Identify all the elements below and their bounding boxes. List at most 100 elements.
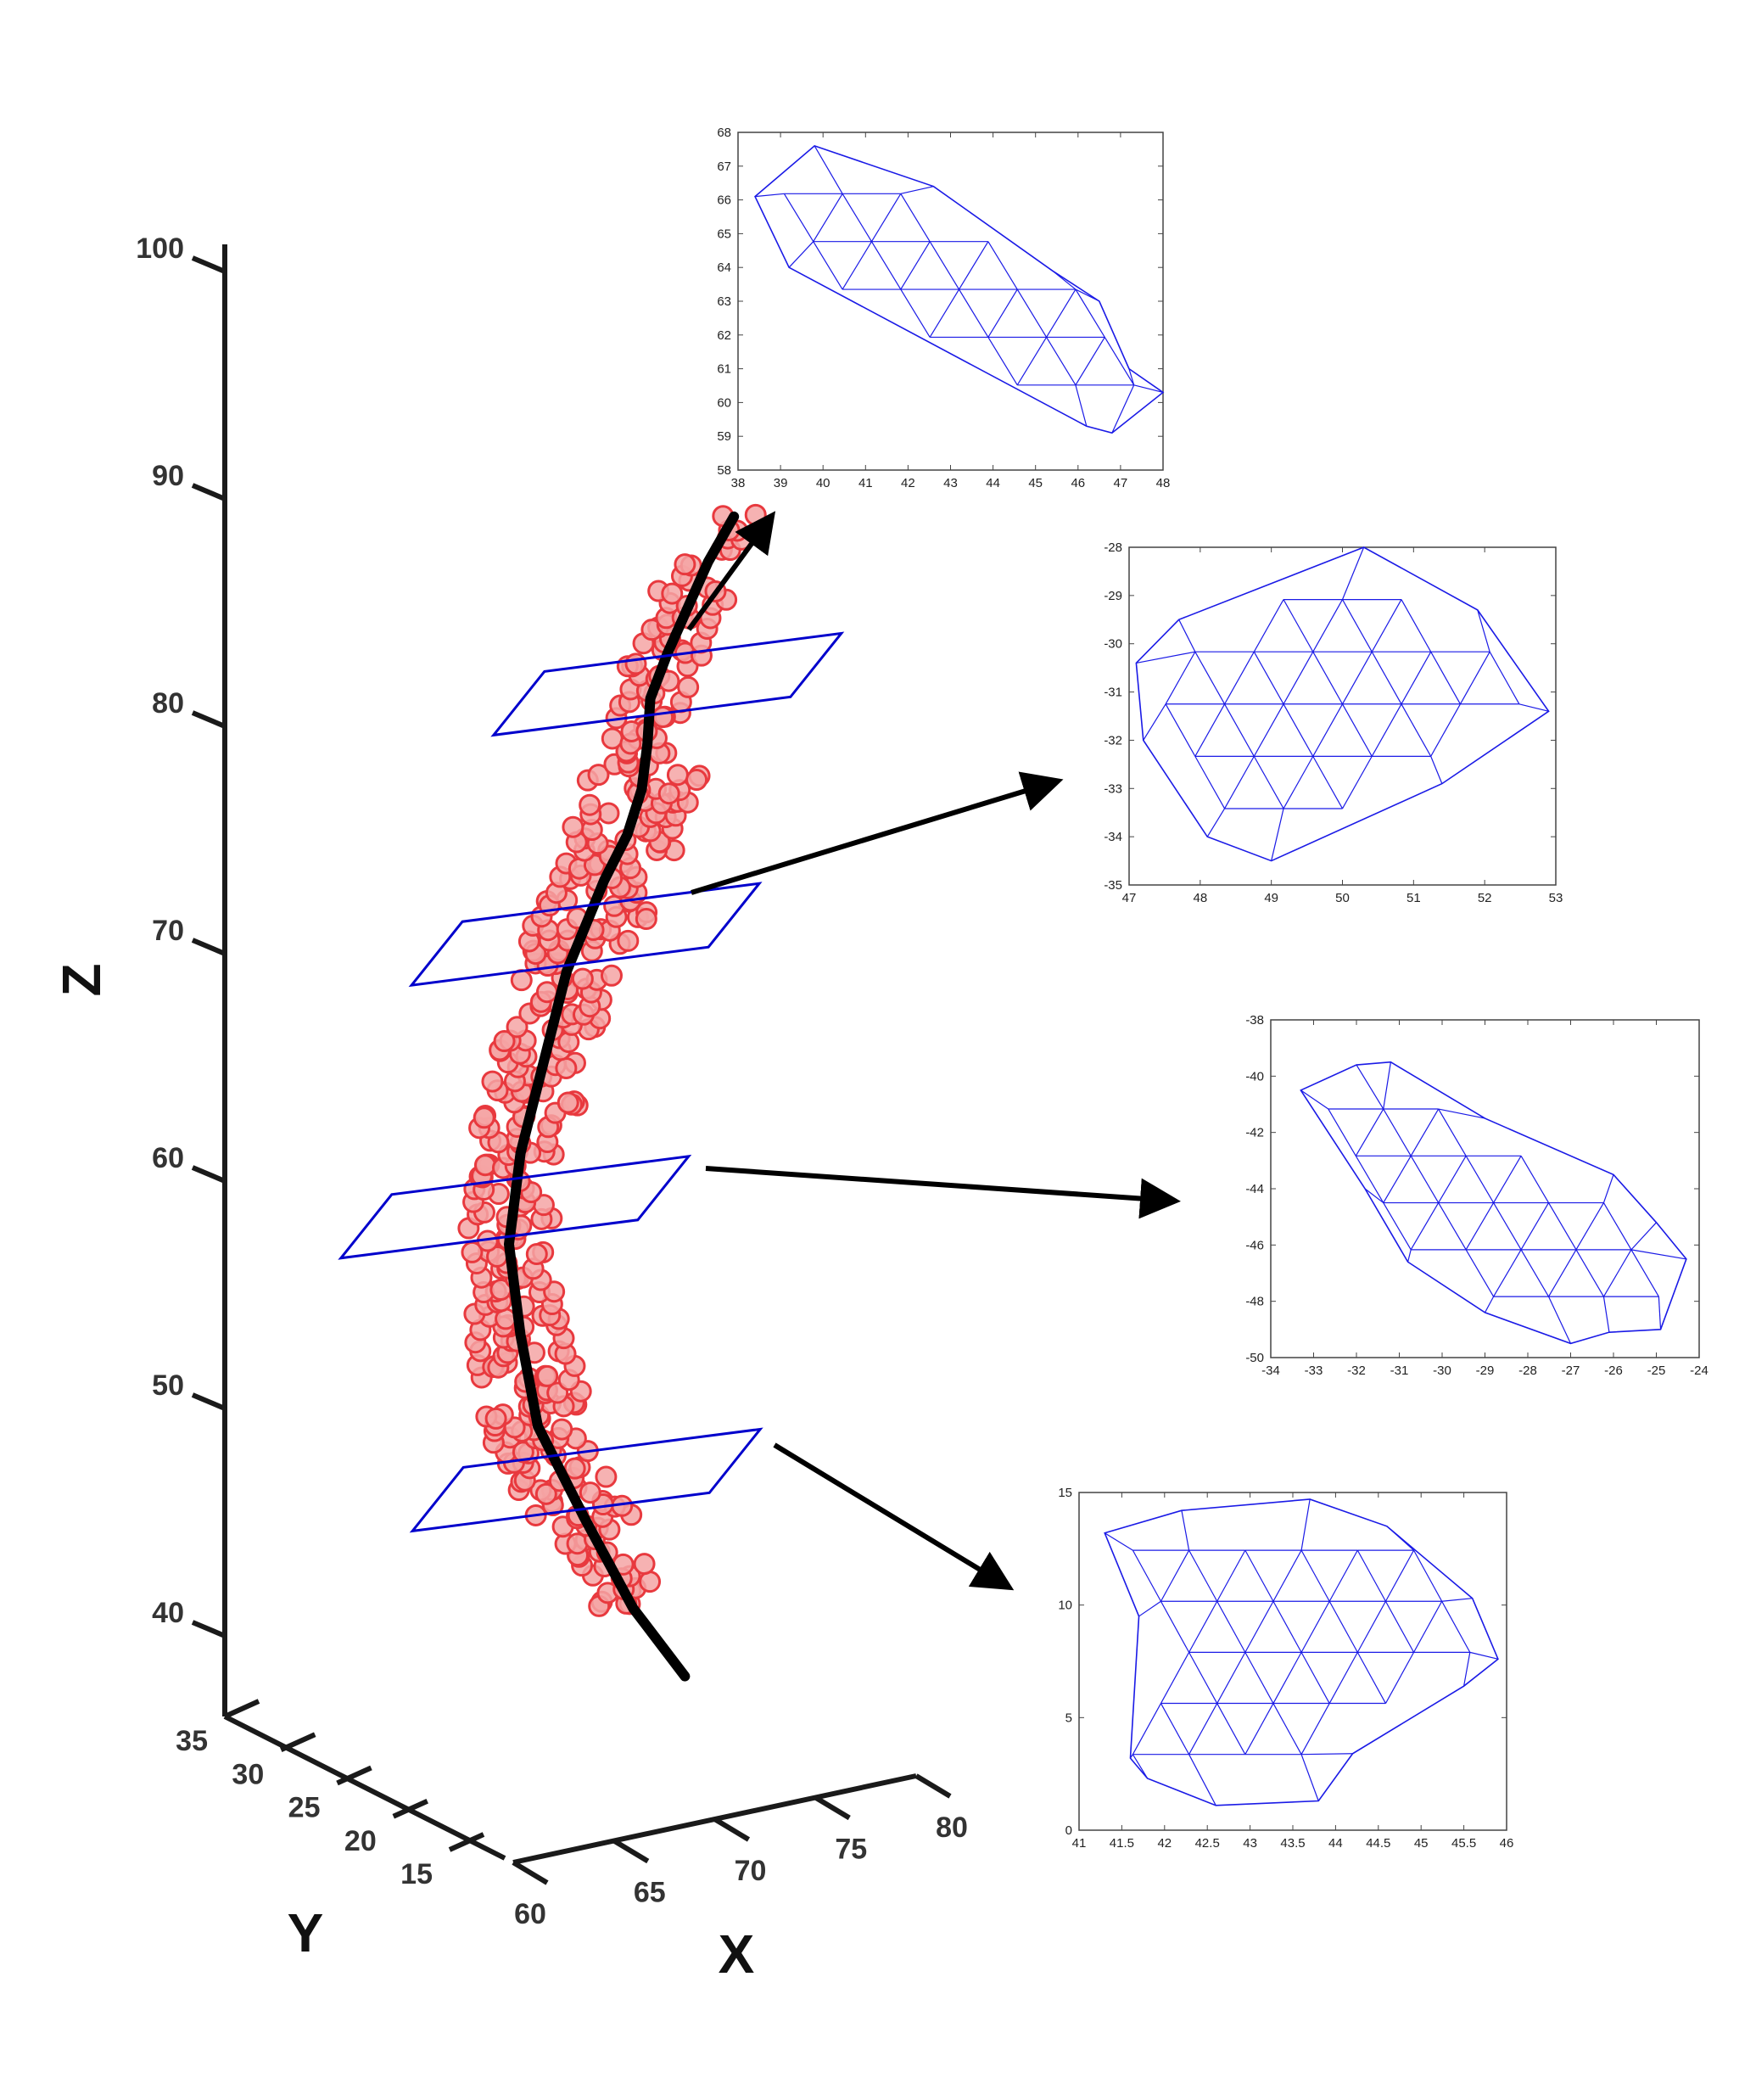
- mesh-edge: [1300, 1754, 1319, 1801]
- mesh-edge: [1312, 651, 1344, 705]
- z-tick-label: 40: [152, 1597, 184, 1629]
- mesh-edge: [1548, 1202, 1577, 1251]
- data-point: [534, 1482, 557, 1505]
- inset-y-tick-label: 65: [717, 227, 731, 241]
- inset-x-tick-label: 51: [1406, 891, 1421, 905]
- mesh-edge: [1046, 288, 1077, 338]
- inset-x-tick-label: 49: [1264, 891, 1278, 905]
- centerline: [504, 511, 740, 1682]
- mesh-edge: [1493, 1249, 1522, 1297]
- mesh-edge: [1547, 1296, 1572, 1344]
- mesh-edge: [1520, 1249, 1550, 1297]
- mesh-edge: [870, 193, 902, 242]
- mesh-edge: [1630, 1222, 1657, 1251]
- mesh-edge: [754, 193, 785, 198]
- mesh-edge: [1383, 1156, 1412, 1203]
- mesh-edge: [1272, 1652, 1302, 1704]
- mesh-edge: [1075, 384, 1088, 427]
- inset-x-tick-label: 47: [1114, 476, 1128, 490]
- mesh-edge: [1341, 599, 1373, 652]
- mesh-edge: [1401, 599, 1432, 652]
- inset-x-tick-label: 44.5: [1366, 1836, 1390, 1851]
- inset-y-tick-label: 15: [1058, 1486, 1072, 1500]
- data-point: [744, 503, 767, 526]
- inset-x-tick-label: 48: [1193, 891, 1207, 905]
- mesh-edge: [1465, 1156, 1495, 1203]
- y-tick-mark: [223, 1699, 260, 1719]
- inset-y-tick-label: -35: [1104, 878, 1122, 893]
- y-tick-label: 35: [176, 1725, 208, 1757]
- mesh-edge: [783, 193, 814, 242]
- x-tick-mark: [512, 1860, 549, 1885]
- z-tick-mark: [191, 1620, 226, 1638]
- data-point: [484, 1407, 507, 1430]
- x-tick-label: 75: [835, 1834, 867, 1866]
- mesh-edge: [870, 241, 902, 290]
- z-tick-mark: [191, 938, 226, 956]
- mesh-edge: [1630, 1249, 1686, 1260]
- data-point: [579, 793, 601, 816]
- mesh-edge: [1075, 288, 1100, 302]
- mesh-edge: [1602, 1249, 1632, 1297]
- data-point: [666, 764, 689, 787]
- data-point: [493, 1030, 516, 1053]
- mesh-edge: [1160, 1549, 1190, 1602]
- inset-x-tick-label: 46: [1071, 476, 1085, 490]
- mesh-edge: [1300, 1652, 1330, 1704]
- slice-arrow: [686, 511, 776, 631]
- z-axis-title: Z: [51, 963, 112, 996]
- inset-y-tick-label: 60: [717, 395, 731, 410]
- data-point: [579, 1481, 601, 1504]
- mesh-edge: [1602, 1174, 1614, 1203]
- inset-y-tick-label: -44: [1245, 1182, 1264, 1196]
- y-tick-label: 25: [288, 1792, 321, 1824]
- mesh-edge: [814, 145, 843, 194]
- y-tick-label: 20: [344, 1825, 377, 1857]
- mesh-edge: [1312, 599, 1344, 652]
- data-point: [536, 1364, 559, 1387]
- inset-y-tick-label: -40: [1245, 1069, 1264, 1084]
- inset-y-tick-label: 63: [717, 294, 731, 309]
- mesh-edge: [1224, 651, 1255, 705]
- mesh-group: [1135, 546, 1550, 862]
- inset-y-tick-label: 0: [1065, 1823, 1072, 1838]
- data-point: [461, 1240, 484, 1263]
- mesh-edge: [1438, 1108, 1485, 1119]
- inset-x-tick-label: -31: [1390, 1364, 1409, 1378]
- mesh-edge: [1430, 756, 1443, 784]
- mesh-edge: [1165, 651, 1196, 705]
- mesh-edge: [900, 241, 931, 290]
- mesh-edge: [1046, 337, 1077, 386]
- mesh-edge: [1355, 1108, 1384, 1156]
- data-point: [562, 815, 584, 838]
- mesh-edge: [1194, 651, 1226, 705]
- mesh-edge: [1216, 1652, 1246, 1704]
- mesh-edge: [1384, 1549, 1415, 1602]
- x-tick-label: 65: [634, 1877, 666, 1909]
- mesh-edge: [1489, 651, 1520, 705]
- y-tick-mark: [280, 1732, 316, 1752]
- inset-y-tick-label: -28: [1104, 540, 1122, 555]
- inset-y-tick-label: -46: [1245, 1238, 1264, 1252]
- mesh-edge: [1132, 1703, 1162, 1755]
- mesh-edge: [1441, 1600, 1471, 1653]
- slice-plane: [490, 631, 845, 737]
- mesh-edge: [1160, 1652, 1190, 1704]
- inset-x-tick-label: 48: [1156, 476, 1171, 490]
- inset-x-tick-label: 46: [1500, 1836, 1514, 1851]
- inset-y-tick-label: 61: [717, 362, 731, 377]
- mesh-edge: [1272, 1703, 1302, 1755]
- mesh-edge: [1441, 1598, 1473, 1602]
- data-point: [525, 1243, 548, 1266]
- mesh-edge: [1271, 808, 1284, 861]
- mesh-edge: [1430, 703, 1461, 757]
- mesh-edge: [1520, 1156, 1550, 1203]
- mesh-edge: [987, 337, 1018, 386]
- mesh-edge: [1075, 337, 1105, 386]
- y-tick-mark: [392, 1799, 428, 1819]
- mesh-outline: [1300, 1061, 1687, 1345]
- inset-x-tick-label: 50: [1335, 891, 1350, 905]
- mesh-edge: [1312, 756, 1344, 809]
- inset-panel: -34 -33 -32 -31 -30 -29 -28 -27 -26 -25 -24 -38 -40 -…: [1245, 1013, 1708, 1378]
- mesh-edge: [1300, 1089, 1329, 1110]
